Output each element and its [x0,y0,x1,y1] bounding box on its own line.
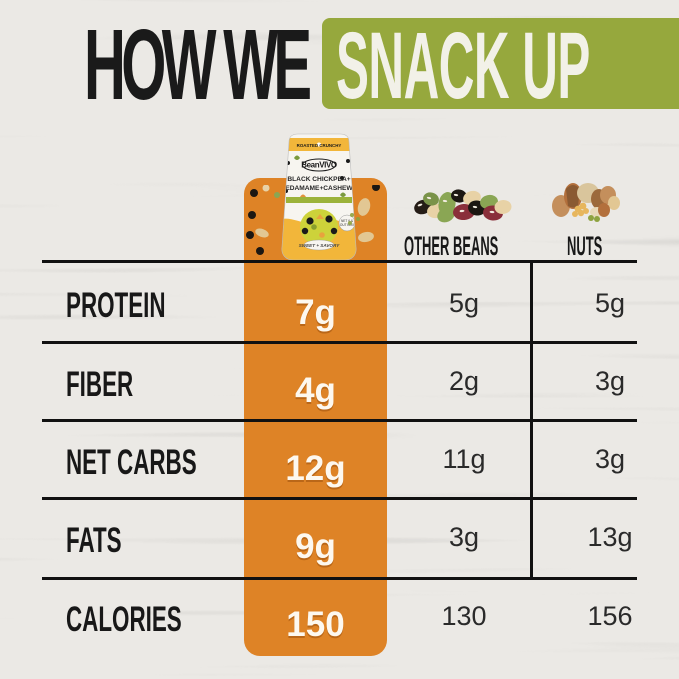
svg-text:BeanVIVO: BeanVIVO [301,161,337,170]
svg-text:ROASTED CRUNCHY: ROASTED CRUNCHY [297,143,342,148]
svg-text:BLACK CHICKPEA+: BLACK CHICKPEA+ [287,176,350,183]
